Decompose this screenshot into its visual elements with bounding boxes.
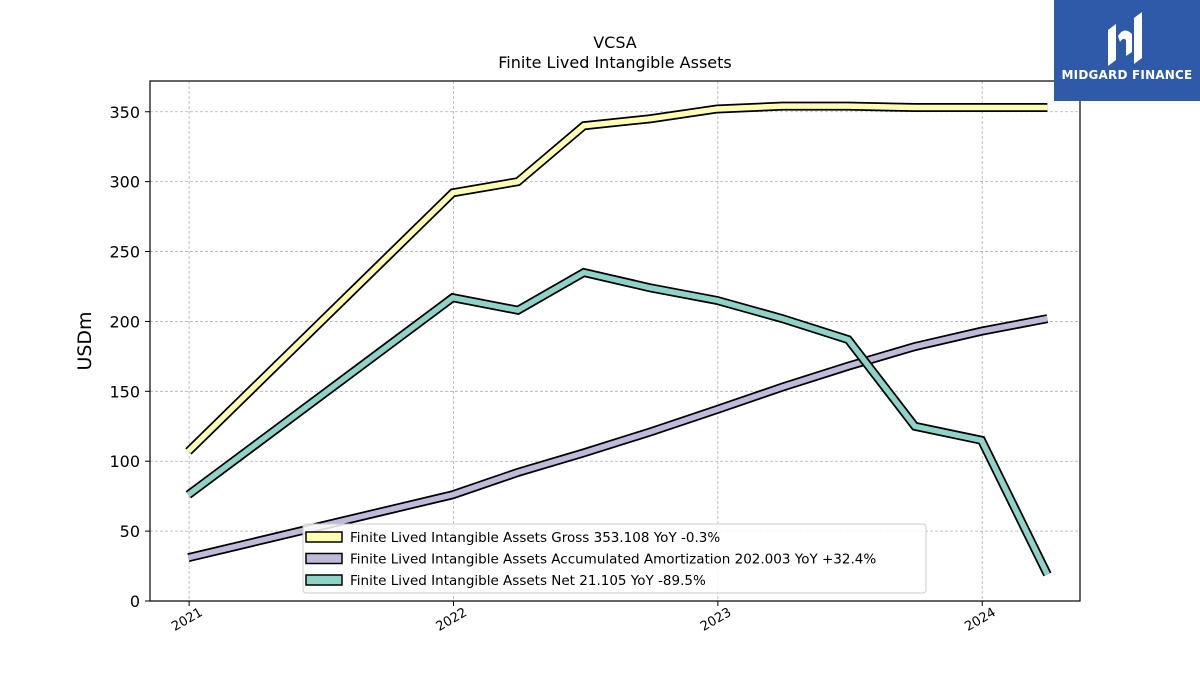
legend-label: Finite Lived Intangible Assets Net 21.10… [350,573,706,589]
logo-mark-icon [1108,12,1142,66]
legend-swatch [305,574,343,586]
legend-box [302,523,927,594]
legend-label: Finite Lived Intangible Assets Accumulat… [350,552,876,568]
chart-subtitle: Finite Lived Intangible Assets [498,53,731,72]
y-tick-label: 50 [120,522,140,541]
y-tick-label: 100 [109,452,140,471]
y-tick-label: 300 [109,173,140,192]
y-axis-label: USDm [74,311,96,370]
series-lines [185,101,1052,577]
x-tick-label: 2024 [962,605,998,635]
brand-logo: MIDGARD FINANCE [1054,0,1200,101]
series-line-2 [186,269,1050,576]
legend-swatch [305,531,343,543]
chart-title: VCSA [593,33,637,52]
x-tick-label: 2023 [698,605,734,635]
x-tick-label: 2022 [434,605,470,635]
y-tick-label: 150 [109,382,140,401]
legend-label: Finite Lived Intangible Assets Gross 353… [350,530,720,546]
plot-frame [149,80,1081,602]
series-line-1 [187,315,1048,561]
legend-swatch [305,552,343,565]
x-tick-label: 2021 [169,605,205,635]
y-tick-label: 350 [109,103,140,122]
logo-text: MIDGARD FINANCE [1061,68,1193,82]
series-line-0 [186,103,1048,454]
legend: Finite Lived Intangible Assets Gross 353… [302,523,927,594]
x-axis-ticks: 2021 2022 2023 2024 [169,601,999,635]
y-tick-label: 250 [109,243,140,262]
y-tick-label: 0 [130,592,140,611]
series-outline-1 [187,314,1049,563]
y-axis-ticks: 0 50 100 150 200 250 300 350 [109,103,150,611]
y-tick-label: 200 [109,312,140,331]
